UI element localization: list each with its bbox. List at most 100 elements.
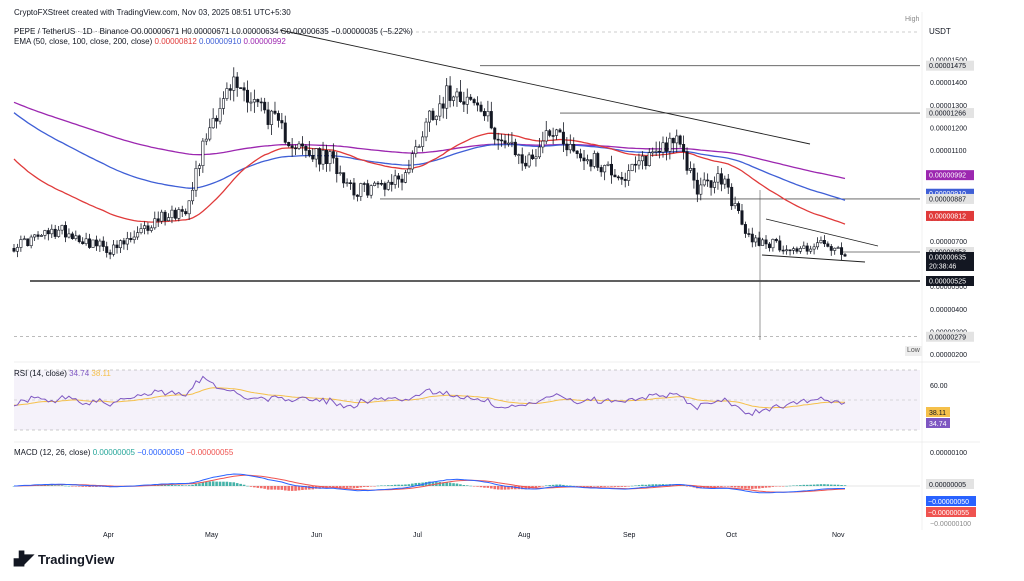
- time-axis-label: Oct: [726, 532, 737, 539]
- candle-body: [180, 209, 184, 212]
- macd-histogram-bar: [617, 486, 620, 487]
- macd-histogram-bar: [414, 483, 418, 486]
- candle-body: [579, 153, 583, 159]
- candle-body: [352, 182, 356, 196]
- macd-histogram-bar: [215, 481, 218, 486]
- macd-histogram-bar: [266, 486, 270, 490]
- candle-body: [187, 200, 191, 215]
- macd-histogram-bar: [747, 486, 751, 489]
- candle-body: [15, 247, 19, 252]
- macd-histogram-bar: [335, 486, 339, 488]
- macd-histogram-bar: [479, 486, 483, 488]
- price-axis-tick: 0.00001100: [930, 148, 967, 155]
- macd-histogram-bar: [184, 485, 187, 486]
- macd-histogram-bar: [541, 486, 545, 487]
- candle-body: [438, 103, 442, 117]
- candle-body: [441, 103, 445, 109]
- price-tag-bg: [926, 60, 974, 71]
- macd-histogram-bar: [819, 484, 823, 486]
- candle-body: [53, 228, 57, 237]
- candle-body: [565, 143, 569, 151]
- candle-body: [445, 85, 449, 109]
- macd-histogram-bar: [373, 486, 376, 487]
- time-axis-label: Jun: [311, 532, 322, 539]
- candle-body: [287, 142, 291, 147]
- low-tag: Low: [905, 346, 922, 356]
- candle-body: [661, 142, 665, 153]
- candle-body: [328, 151, 332, 164]
- candle-body: [379, 182, 383, 185]
- rsi-line: [13, 375, 846, 417]
- candle-body: [300, 143, 304, 147]
- candle-body: [767, 243, 771, 249]
- candle-body: [263, 101, 267, 111]
- candle-body: [455, 91, 459, 98]
- macd-signal-value: −0.00000055: [186, 448, 234, 457]
- macd-histogram-bar: [204, 481, 208, 486]
- candle-body: [575, 150, 579, 155]
- macd-histogram-bar: [538, 486, 541, 488]
- candle-body: [249, 101, 253, 104]
- macd-histogram-bar: [654, 484, 658, 486]
- signal-tag-label: −0.00000055: [928, 510, 969, 517]
- macd-histogram-bar: [500, 486, 503, 490]
- ema-label: EMA (50, close, 100, close, 200, close): [14, 37, 153, 46]
- candle-body: [29, 236, 33, 247]
- candle-body: [345, 182, 349, 184]
- price-tag-bg: [926, 261, 974, 271]
- price-tag-bg: [926, 276, 974, 286]
- macd-histogram-bar: [462, 485, 466, 486]
- candle-body: [713, 181, 717, 188]
- macd-histogram-bar: [610, 486, 613, 487]
- candle-body: [465, 96, 469, 105]
- candle-body: [609, 163, 613, 176]
- macd-histogram-bar: [304, 486, 308, 490]
- macd-histogram-bar: [369, 486, 373, 487]
- candle-body: [452, 96, 456, 101]
- macd-histogram-bar: [586, 486, 589, 487]
- candle-body: [160, 211, 164, 222]
- candle-body: [393, 175, 397, 185]
- macd-hist-tag-label: 0.00000005: [929, 482, 966, 489]
- macd-histogram-bar: [483, 486, 486, 488]
- tradingview-logo[interactable]: ▟◤ TradingView: [14, 551, 114, 567]
- candle-body: [383, 183, 387, 190]
- macd-histogram-bar: [342, 486, 345, 488]
- candle-body: [781, 249, 785, 252]
- candle-body: [407, 168, 411, 173]
- macd-histogram-bar: [239, 483, 242, 486]
- candle-body: [493, 127, 497, 140]
- candle-body: [764, 239, 768, 245]
- price-tag-bg: [926, 331, 974, 342]
- candle-body: [486, 111, 490, 117]
- candle-body: [434, 115, 438, 120]
- macd-histogram-bar: [555, 484, 558, 486]
- macd-histogram-bar: [459, 484, 462, 486]
- candle-body: [373, 182, 377, 186]
- macd-histogram-bar: [630, 485, 634, 487]
- rsi-value: 34.74: [69, 369, 90, 378]
- macd-histogram-bar: [174, 485, 177, 486]
- price-axis-tick: 0.00000500: [930, 284, 967, 291]
- macd-histogram-bar: [565, 485, 569, 486]
- candle-body: [57, 229, 61, 237]
- macd-histogram-bar: [785, 485, 788, 487]
- price-tag-label: 0.00000992: [929, 173, 966, 180]
- macd-histogram-bar: [380, 485, 383, 486]
- candle-body: [531, 154, 535, 160]
- price-tag-label: 0.00000887: [929, 196, 966, 203]
- price-tag-label: 0.00001475: [929, 63, 966, 70]
- macd-histogram-bar: [603, 486, 606, 487]
- macd-histogram-bar: [562, 484, 565, 486]
- macd-histogram-bar: [579, 486, 582, 487]
- macd-histogram-bar: [294, 486, 297, 491]
- macd-histogram-bar: [187, 485, 191, 486]
- macd-histogram-bar: [177, 485, 181, 486]
- macd-histogram-bar: [218, 481, 222, 486]
- macd-histogram-bar: [490, 486, 493, 489]
- candle-body: [448, 85, 452, 101]
- macd-histogram-bar: [242, 484, 246, 486]
- macd-histogram-bar: [438, 482, 442, 486]
- candle-body: [822, 240, 826, 245]
